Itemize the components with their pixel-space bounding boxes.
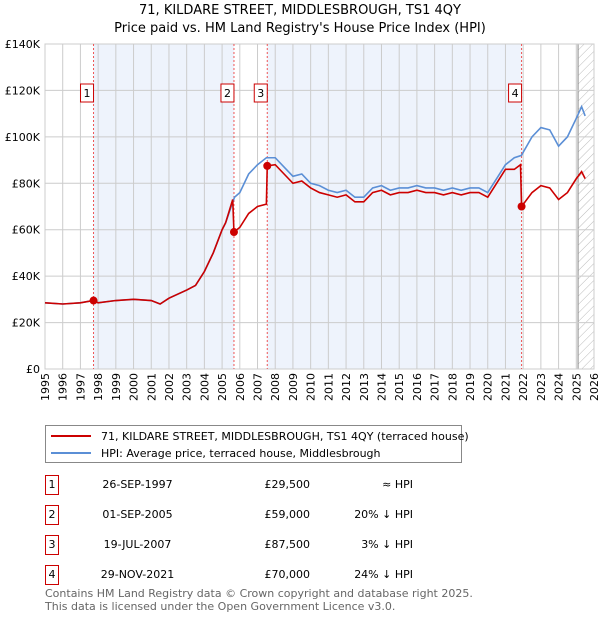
sale-row: 3 19-JUL-2007 £87,500 3% ↓ HPI xyxy=(45,535,465,555)
x-tick-label: 2012 xyxy=(340,373,353,401)
x-tick-label: 1995 xyxy=(39,373,52,401)
x-tick-label: 2003 xyxy=(181,373,194,401)
sale-point xyxy=(89,296,98,305)
x-tick-label: 2011 xyxy=(322,373,335,401)
footer-line: This data is licensed under the Open Gov… xyxy=(45,600,396,613)
sale-date: 01-SEP-2005 xyxy=(102,508,173,521)
property-price-line xyxy=(44,163,586,305)
x-tick-label: 2005 xyxy=(216,373,229,401)
forecast-hatch xyxy=(578,44,594,369)
shaded-range xyxy=(267,44,522,369)
x-tick-label: 1998 xyxy=(92,373,105,401)
x-tick-label: 2020 xyxy=(482,373,495,401)
x-tick-label: 1999 xyxy=(110,373,123,401)
x-tick-label: 2016 xyxy=(411,373,424,401)
sale-hpi-relation: 20% ↓ HPI xyxy=(354,508,413,521)
y-tick-label: £0 xyxy=(26,363,40,376)
sale-row: 4 29-NOV-2021 £70,000 24% ↓ HPI xyxy=(45,565,465,585)
x-tick-label: 2019 xyxy=(464,373,477,401)
sale-hpi-relation: ≈ HPI xyxy=(382,478,413,491)
y-tick-label: £120K xyxy=(5,84,41,97)
x-tick-label: 2015 xyxy=(393,373,406,401)
sale-hpi-relation: 3% ↓ HPI xyxy=(361,538,413,551)
sale-marker: 4 xyxy=(45,565,59,585)
y-tick-label: £80K xyxy=(12,177,41,190)
x-tick-label: 1997 xyxy=(74,373,87,401)
sale-point xyxy=(263,161,272,170)
x-tick-label: 2023 xyxy=(535,373,548,401)
sale-label: 4 xyxy=(512,87,519,100)
x-tick-label: 2022 xyxy=(517,373,530,401)
sale-price: £29,500 xyxy=(264,478,311,491)
sale-point xyxy=(229,228,238,237)
x-tick-label: 2025 xyxy=(570,373,583,401)
legend: 71, KILDARE STREET, MIDDLESBROUGH, TS1 4… xyxy=(45,425,469,463)
y-tick-label: £140K xyxy=(5,38,41,51)
sale-label-box xyxy=(253,83,268,103)
sale-marker: 1 xyxy=(45,475,59,495)
x-tick-label: 2001 xyxy=(145,373,158,401)
shaded-range xyxy=(93,44,234,369)
x-tick-label: 2009 xyxy=(287,373,300,401)
x-tick-label: 2010 xyxy=(305,373,318,401)
legend-hpi-label: HPI: Average price, terraced house, Midd… xyxy=(101,446,381,460)
x-tick-label: 2000 xyxy=(128,373,141,401)
sale-label: 1 xyxy=(84,87,91,100)
y-tick-label: £100K xyxy=(5,131,41,144)
sale-label-box xyxy=(508,83,523,103)
sale-date: 29-NOV-2021 xyxy=(100,568,175,581)
x-tick-label: 2006 xyxy=(234,373,247,401)
sale-marker: 2 xyxy=(45,505,59,525)
y-tick-label: £40K xyxy=(12,270,41,283)
footer: Contains HM Land Registry data © Crown c… xyxy=(45,587,473,613)
sale-label-box xyxy=(220,83,235,103)
sale-label-box xyxy=(80,83,95,103)
sale-price: £70,000 xyxy=(264,568,311,581)
y-tick-label: £20K xyxy=(12,317,41,330)
x-tick-label: 2007 xyxy=(252,373,265,401)
x-tick-label: 2026 xyxy=(588,373,600,401)
sale-date: 26-SEP-1997 xyxy=(102,478,173,491)
plot-border xyxy=(44,43,595,370)
x-tick-label: 2014 xyxy=(375,373,388,401)
footer-line: Contains HM Land Registry data © Crown c… xyxy=(45,587,473,600)
chart-title: 71, KILDARE STREET, MIDDLESBROUGH, TS1 4… xyxy=(139,3,461,18)
y-tick-label: £60K xyxy=(12,224,41,237)
chart-subtitle: Price paid vs. HM Land Registry's House … xyxy=(114,21,486,36)
sale-date: 19-JUL-2007 xyxy=(103,538,172,551)
x-tick-label: 2021 xyxy=(499,373,512,401)
sale-row: 2 01-SEP-2005 £59,000 20% ↓ HPI xyxy=(45,505,465,525)
sale-row: 1 26-SEP-1997 £29,500 ≈ HPI xyxy=(45,475,465,495)
sale-label: 2 xyxy=(224,87,231,100)
x-tick-label: 2013 xyxy=(358,373,371,401)
price-chart: 1995 1996 1997 1998 1999 2000 2001 2002 2003 2004… xyxy=(5,38,600,401)
x-tick-label: 2008 xyxy=(269,373,282,401)
legend-property-label: 71, KILDARE STREET, MIDDLESBROUGH, TS1 4… xyxy=(101,429,469,443)
x-tick-label: 2004 xyxy=(198,373,211,401)
sale-price: £59,000 xyxy=(264,508,311,521)
sale-label: 3 xyxy=(257,87,264,100)
x-tick-label: 2002 xyxy=(163,373,176,401)
x-tick-label: 2017 xyxy=(429,373,442,401)
sale-hpi-relation: 24% ↓ HPI xyxy=(354,568,413,581)
legend-hpi-swatch xyxy=(51,452,91,454)
x-tick-label: 2024 xyxy=(553,373,566,401)
sale-point xyxy=(517,202,526,211)
sale-price: £87,500 xyxy=(264,538,311,551)
legend-property-swatch xyxy=(51,435,91,437)
x-tick-label: 2018 xyxy=(446,373,459,401)
x-tick-label: 1996 xyxy=(57,373,70,401)
sale-marker: 3 xyxy=(45,535,59,555)
